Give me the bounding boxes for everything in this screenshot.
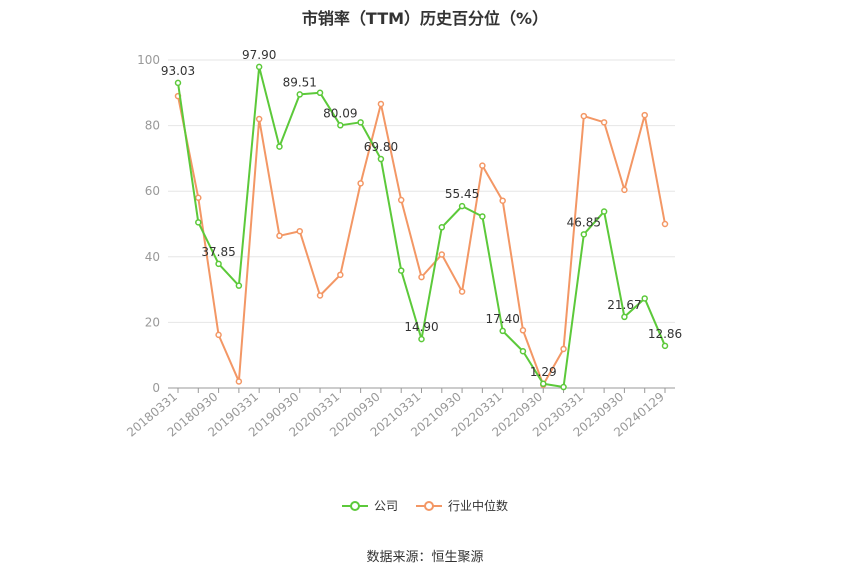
data-point-1 bbox=[316, 292, 324, 299]
legend-industry-label: 行业中位数 bbox=[448, 499, 509, 513]
data-label: 93.03 bbox=[161, 64, 195, 78]
y-tick-label: 20 bbox=[145, 315, 160, 329]
data-point-0 bbox=[296, 91, 303, 98]
grid-lines bbox=[168, 59, 675, 323]
data-point-0 bbox=[397, 267, 405, 274]
data-point-1 bbox=[195, 194, 202, 202]
legend-item-industry-median[interactable]: 行业中位数 bbox=[416, 497, 508, 514]
y-tick-label: 60 bbox=[145, 184, 160, 198]
data-point-0 bbox=[580, 231, 588, 238]
data-point-1 bbox=[458, 288, 466, 295]
data-label: 12.86 bbox=[648, 327, 682, 341]
data-point-1 bbox=[600, 119, 608, 126]
data-point-1 bbox=[621, 186, 628, 194]
y-tick-label: 0 bbox=[152, 381, 160, 395]
data-point-1 bbox=[296, 227, 303, 235]
data-point-0 bbox=[499, 327, 506, 335]
data-point-0 bbox=[560, 383, 567, 391]
legend-company-line-icon bbox=[341, 500, 368, 511]
data-point-1 bbox=[357, 180, 364, 187]
data-point-0 bbox=[276, 143, 283, 150]
y-tick-label: 80 bbox=[145, 119, 160, 133]
data-point-1 bbox=[519, 327, 527, 334]
data-point-1 bbox=[560, 345, 567, 353]
data-point-1 bbox=[661, 220, 669, 228]
data-label: 69.80 bbox=[364, 140, 398, 154]
data-point-1 bbox=[438, 251, 446, 258]
data-point-0 bbox=[621, 313, 628, 321]
data-label: 37.85 bbox=[201, 245, 235, 259]
data-point-1 bbox=[580, 112, 588, 120]
data-point-0 bbox=[661, 342, 669, 350]
data-point-1 bbox=[479, 162, 486, 169]
data-point-0 bbox=[641, 295, 648, 302]
data-point-0 bbox=[195, 219, 202, 226]
data-point-0 bbox=[174, 79, 182, 87]
data-point-1 bbox=[397, 196, 405, 204]
data-label: 14.90 bbox=[404, 320, 438, 334]
legend-company-label: 公司 bbox=[373, 499, 398, 513]
data-point-0 bbox=[235, 282, 243, 289]
legend-item-company[interactable]: 公司 bbox=[341, 497, 398, 514]
data-labels: 93.03 37.85 97.90 89.51 80.09 69.80 14.90 55.45… bbox=[161, 48, 682, 379]
data-label: 17.40 bbox=[485, 312, 519, 326]
data-point-1 bbox=[377, 100, 385, 108]
y-tick-label: 100 bbox=[137, 53, 160, 67]
data-point-1 bbox=[255, 115, 263, 123]
legend: 公司 行业中位数 bbox=[0, 497, 850, 514]
data-point-0 bbox=[316, 89, 324, 97]
data-point-0 bbox=[600, 208, 608, 215]
data-label: 46.85 bbox=[567, 215, 601, 229]
data-point-1 bbox=[499, 197, 506, 204]
chart-title: 市销率（TTM）历史百分位（%） bbox=[301, 9, 549, 28]
data-point-0 bbox=[377, 155, 385, 163]
series-lines bbox=[174, 63, 669, 391]
data-source: 数据来源：恒生聚源 bbox=[366, 550, 484, 565]
line-chart: 0204060801002018033120180930201903312019… bbox=[124, 48, 682, 440]
data-point-0 bbox=[337, 122, 344, 129]
data-point-1 bbox=[215, 331, 222, 339]
data-point-1 bbox=[276, 232, 283, 240]
data-point-0 bbox=[479, 213, 486, 220]
data-point-0 bbox=[215, 260, 222, 268]
data-point-0 bbox=[418, 335, 425, 343]
data-label: 89.51 bbox=[283, 75, 317, 89]
data-point-0 bbox=[357, 119, 364, 126]
data-point-0 bbox=[438, 224, 446, 231]
data-point-0 bbox=[255, 63, 263, 71]
data-point-1 bbox=[418, 273, 425, 281]
data-point-0 bbox=[458, 202, 466, 210]
data-label: 1.29 bbox=[530, 365, 557, 379]
data-point-1 bbox=[641, 111, 648, 119]
data-point-1 bbox=[235, 378, 243, 385]
data-label: 55.45 bbox=[445, 187, 479, 201]
data-label: 97.90 bbox=[242, 48, 276, 62]
data-label: 21.67 bbox=[607, 298, 641, 312]
data-point-0 bbox=[540, 380, 547, 388]
legend-industry-line-icon bbox=[416, 500, 442, 511]
data-label: 80.09 bbox=[323, 106, 357, 120]
data-point-1 bbox=[337, 271, 344, 279]
data-point-0 bbox=[519, 348, 527, 355]
y-tick-label: 40 bbox=[145, 250, 160, 264]
